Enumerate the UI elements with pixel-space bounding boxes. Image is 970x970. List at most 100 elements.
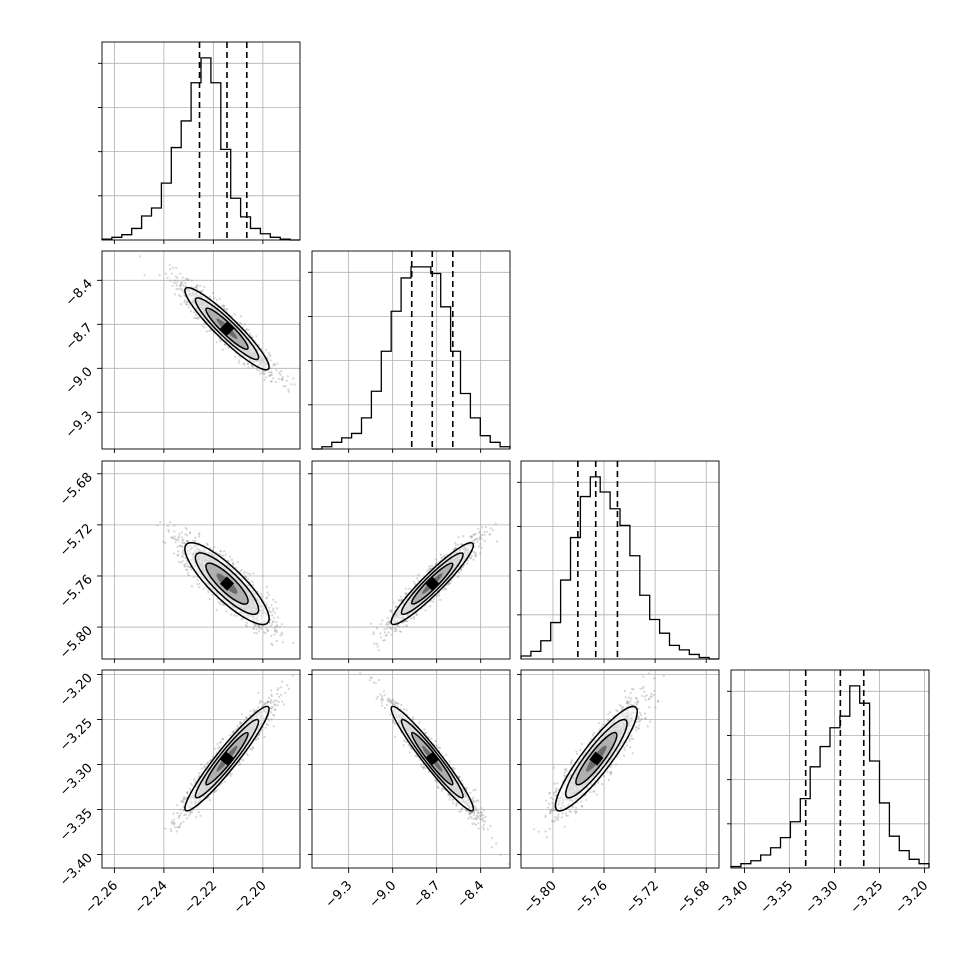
sample-point [177, 539, 180, 542]
sample-point [370, 622, 373, 625]
sample-point [221, 348, 224, 351]
sample-point [172, 281, 175, 284]
sample-point [269, 359, 272, 362]
sample-point [181, 538, 185, 541]
sample-point [175, 284, 178, 287]
sample-point [179, 272, 182, 275]
sample-point [256, 624, 260, 628]
sample-point [158, 274, 161, 277]
sample-point [215, 341, 218, 344]
sample-point [251, 580, 254, 583]
sample-point [270, 642, 273, 646]
sample-point [479, 536, 482, 539]
panel-content [156, 520, 306, 664]
sample-point [184, 556, 187, 560]
sample-point [237, 361, 240, 364]
sample-point [275, 639, 278, 643]
sample-point [469, 556, 472, 559]
sample-point [245, 624, 248, 627]
sample-point [173, 535, 176, 538]
sample-point [258, 626, 262, 629]
sample-point [162, 540, 165, 544]
sample-point [181, 276, 184, 279]
sample-point [405, 587, 408, 590]
sample-point [244, 575, 247, 578]
sample-point [474, 551, 477, 555]
sample-point [219, 600, 222, 604]
sample-point [457, 575, 460, 578]
sample-point [304, 662, 306, 664]
sample-point [250, 365, 254, 368]
sample-point [273, 626, 276, 629]
sample-point [397, 599, 400, 602]
sample-point [452, 548, 455, 551]
sample-point [233, 614, 236, 617]
sample-point [372, 631, 375, 634]
sample-point [183, 563, 186, 566]
sample-point [232, 561, 235, 565]
sample-point [184, 533, 187, 536]
sample-point [474, 555, 477, 558]
sample-point [271, 614, 274, 617]
sample-point [398, 625, 401, 629]
sample-point [206, 543, 209, 546]
sample-point [190, 279, 193, 282]
sample-point [243, 363, 246, 366]
sample-point [387, 631, 390, 634]
sample-point [185, 539, 188, 543]
sample-point [292, 641, 295, 645]
sample-point [182, 279, 185, 282]
sample-point [399, 630, 402, 633]
sample-point [248, 573, 252, 576]
sample-point [173, 538, 176, 541]
sample-point [195, 286, 198, 289]
sample-point [267, 375, 270, 378]
sample-point [402, 625, 405, 628]
sample-point [179, 284, 182, 287]
sample-point [186, 571, 189, 574]
sample-point [257, 626, 260, 630]
sample-point [416, 577, 419, 580]
sample-point [175, 266, 178, 269]
sample-point [453, 547, 457, 550]
sample-point [405, 620, 408, 623]
sample-point [223, 307, 226, 310]
sample-point [185, 277, 188, 280]
sample-point [196, 316, 199, 320]
sample-point [398, 630, 401, 633]
scatter-panel-2-0 [101, 460, 306, 664]
sample-point [495, 540, 499, 543]
sample-point [219, 550, 222, 553]
sample-point [192, 539, 195, 542]
sample-point [247, 362, 250, 365]
sample-point [174, 541, 177, 544]
sample-point [219, 339, 222, 343]
sample-point [178, 284, 181, 287]
sample-point [180, 554, 183, 557]
sample-point [280, 370, 283, 373]
sample-point [281, 633, 284, 636]
sample-point [181, 541, 184, 544]
sample-point [175, 288, 178, 291]
sample-point [138, 255, 141, 258]
sample-point [205, 542, 208, 545]
sample-point [394, 605, 397, 609]
histogram-step [520, 476, 719, 660]
histogram-panel-0 [98, 41, 301, 241]
sample-point [276, 607, 279, 610]
sample-point [460, 568, 463, 571]
sample-point [218, 553, 221, 556]
sample-point [412, 615, 415, 619]
axes-frame [311, 250, 511, 450]
sample-point [251, 336, 254, 339]
sample-point [494, 522, 497, 525]
sample-point [439, 598, 442, 602]
sample-point [273, 627, 277, 630]
sample-point [262, 372, 265, 375]
sample-point [383, 639, 386, 642]
sample-point [176, 280, 179, 283]
sample-point [247, 577, 250, 581]
sample-point [200, 290, 203, 293]
sample-point [255, 628, 258, 631]
